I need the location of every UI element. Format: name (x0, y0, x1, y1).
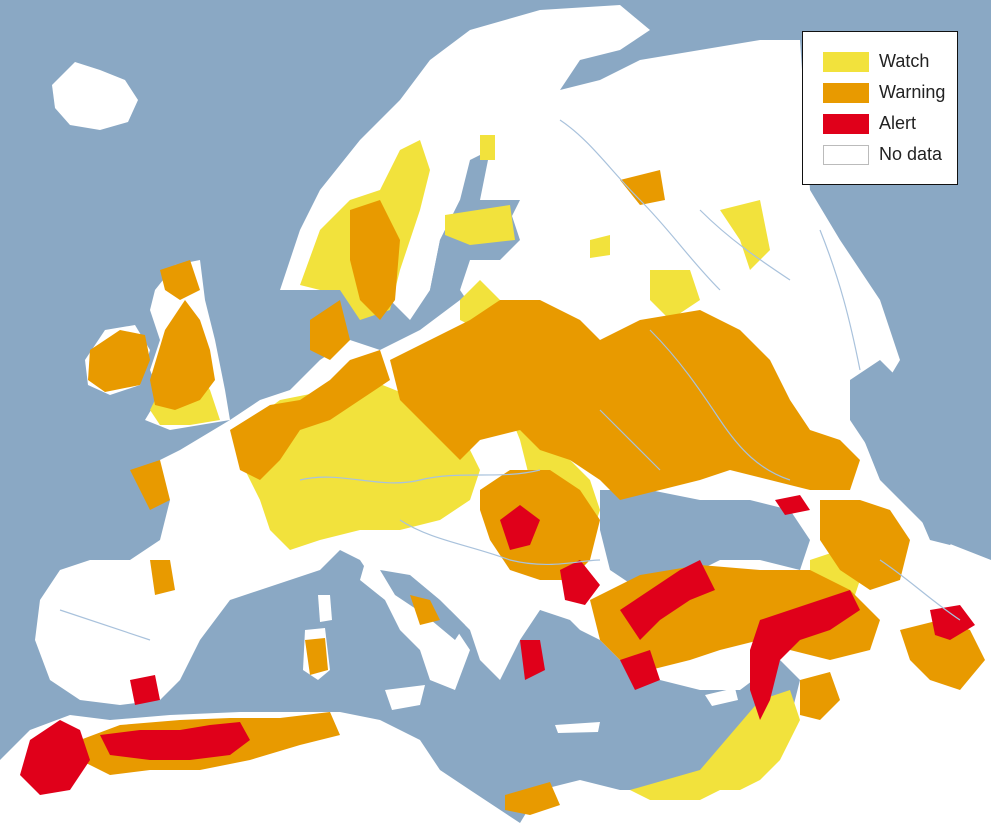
crete (555, 722, 600, 733)
caspian-sea (850, 360, 980, 545)
legend-swatch-warning (823, 82, 869, 103)
legend-swatch-no-data (823, 144, 869, 165)
legend-label-watch: Watch (879, 51, 930, 71)
legend-item-no-data: No data (823, 139, 957, 170)
legend-item-alert: Alert (823, 108, 957, 139)
aegean-sea (540, 610, 600, 700)
legend-item-watch: Watch (823, 46, 957, 77)
warning-areas (80, 170, 985, 815)
alert-areas (20, 495, 975, 795)
sicily (385, 685, 425, 710)
legend-label-alert: Alert (879, 113, 917, 133)
rivers-layer (59, 119, 961, 641)
legend-swatch-alert (823, 113, 869, 134)
iceland (52, 62, 138, 130)
legend-label-warning: Warning (879, 82, 946, 102)
scandinavia-russia (280, 5, 900, 440)
legend-label-no-data: No data (879, 144, 943, 164)
corsica (318, 595, 332, 622)
legend: Watch Warning Alert No data (802, 31, 958, 185)
legend-swatch-watch (823, 51, 869, 72)
black-sea (600, 490, 810, 590)
cyprus (705, 688, 738, 706)
legend-item-warning: Warning (823, 77, 957, 108)
